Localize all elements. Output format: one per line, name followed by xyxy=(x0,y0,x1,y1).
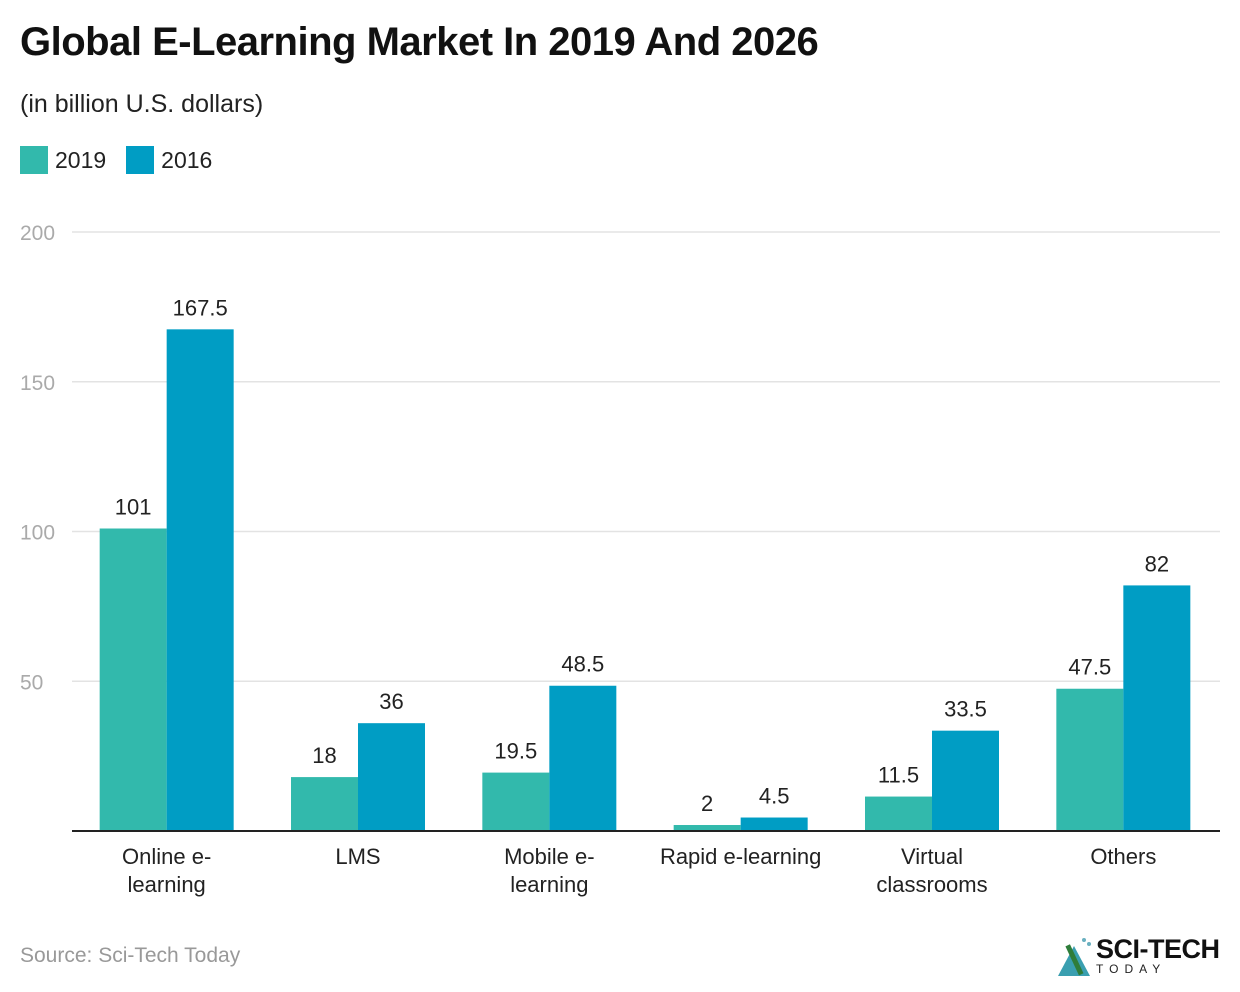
bar-2016 xyxy=(166,329,234,831)
bar-2016 xyxy=(740,817,808,831)
bar-2019 xyxy=(673,825,741,831)
data-label: 36 xyxy=(379,689,403,714)
x-tick-label: learning xyxy=(510,872,588,897)
x-tick-label: Mobile e- xyxy=(504,844,594,869)
bar-2019 xyxy=(291,777,358,831)
legend-item-2016: 2016 xyxy=(126,146,212,174)
bar-2016 xyxy=(358,723,425,831)
x-tick-label: learning xyxy=(128,872,206,897)
data-label: 33.5 xyxy=(944,697,987,722)
x-tick-label: Others xyxy=(1090,844,1156,869)
data-label: 48.5 xyxy=(561,652,604,677)
bar-2016 xyxy=(549,685,617,831)
data-label: 18 xyxy=(312,743,336,768)
chart-subtitle: (in billion U.S. dollars) xyxy=(20,90,264,118)
chart-title: Global E-Learning Market In 2019 And 202… xyxy=(20,20,819,64)
y-tick-label: 100 xyxy=(20,522,55,545)
y-tick-label: 150 xyxy=(20,372,55,395)
bar-2016 xyxy=(932,730,999,831)
legend-swatch xyxy=(126,146,155,174)
data-label: 82 xyxy=(1145,551,1169,576)
data-label: 167.5 xyxy=(173,295,228,320)
bar-2019 xyxy=(865,796,932,831)
data-label: 19.5 xyxy=(494,739,537,764)
data-label: 11.5 xyxy=(878,763,919,788)
legend-item-2019: 2019 xyxy=(20,146,106,174)
data-label: 2 xyxy=(701,791,713,816)
data-label: 47.5 xyxy=(1068,655,1111,680)
logo-subtext: TODAY xyxy=(1096,962,1167,976)
logo-text: SCI-TECH xyxy=(1096,934,1220,964)
x-tick-label: Virtual xyxy=(901,844,963,869)
source-note: Source: Sci-Tech Today xyxy=(20,944,241,967)
x-tick-label: Rapid e-learning xyxy=(660,844,821,869)
y-tick-label: 50 xyxy=(20,671,43,694)
x-tick-label: LMS xyxy=(335,844,380,869)
x-tick-label: classrooms xyxy=(876,872,987,897)
bar-2019 xyxy=(1056,688,1124,831)
bar-2019 xyxy=(482,772,550,831)
bar-2019 xyxy=(99,528,167,831)
legend-swatch xyxy=(20,146,48,174)
sci-tech-logo: SCI-TECH TODAY xyxy=(1056,934,1232,980)
logo-icon xyxy=(1058,938,1091,976)
bar-2016 xyxy=(1123,585,1191,831)
data-label: 4.5 xyxy=(759,784,790,809)
legend-label: 2019 xyxy=(55,146,107,173)
legend: 2019 2016 xyxy=(20,146,212,174)
data-label: 101 xyxy=(115,495,152,520)
x-tick-label: Online e- xyxy=(122,844,211,869)
y-tick-label: 200 xyxy=(20,222,55,245)
legend-label: 2016 xyxy=(161,146,213,173)
